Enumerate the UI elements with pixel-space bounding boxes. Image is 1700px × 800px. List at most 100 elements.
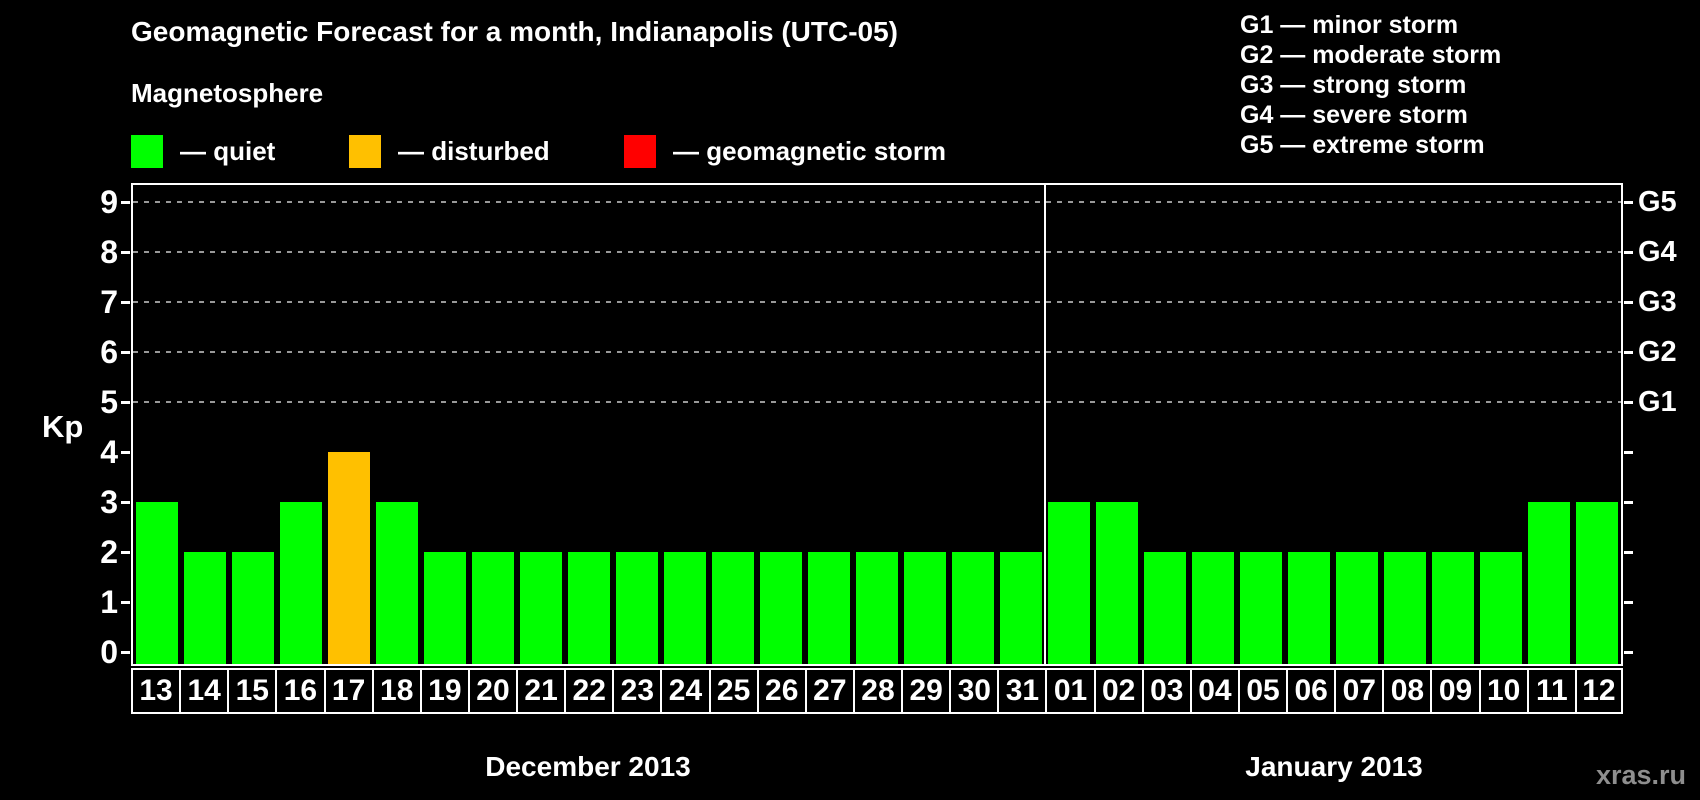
kp-bar-day-28 bbox=[856, 552, 898, 664]
y-tick-label-1: 1 bbox=[100, 584, 118, 620]
kp-bar-day-23 bbox=[616, 552, 658, 664]
gridline-kp7 bbox=[133, 301, 1621, 303]
month-separator-line bbox=[1044, 185, 1046, 664]
day-label-24: 24 bbox=[660, 668, 709, 714]
legend-heading: Magnetosphere bbox=[131, 78, 324, 108]
day-label-23: 23 bbox=[612, 668, 661, 714]
y-tick-left-7 bbox=[121, 301, 130, 304]
kp-bar-day-13 bbox=[136, 502, 178, 664]
kp-bar-day-08 bbox=[1384, 552, 1426, 664]
kp-bar-day-18 bbox=[376, 502, 418, 664]
kp-bar-day-11 bbox=[1528, 502, 1570, 664]
y-tick-label-3: 3 bbox=[100, 484, 118, 520]
day-label-16: 16 bbox=[275, 668, 324, 714]
g-legend-line-g2: G2 — moderate storm bbox=[1240, 41, 1502, 69]
legend-item-disturbed: — disturbed bbox=[349, 134, 550, 168]
day-label-25: 25 bbox=[708, 668, 757, 714]
y-tick-right-8 bbox=[1624, 251, 1633, 254]
plot-area bbox=[131, 183, 1623, 666]
quiet-swatch-icon bbox=[131, 134, 163, 168]
month-label-december: December 2013 bbox=[485, 751, 691, 782]
kp-bar-day-30 bbox=[952, 552, 994, 664]
day-label-20: 20 bbox=[467, 668, 517, 714]
gridline-kp5 bbox=[133, 401, 1621, 403]
kp-bar-day-14 bbox=[184, 552, 226, 664]
kp-bar-day-21 bbox=[520, 552, 562, 664]
kp-bar-day-17 bbox=[328, 452, 370, 664]
day-label-07: 07 bbox=[1334, 668, 1383, 714]
gridline-kp8 bbox=[133, 251, 1621, 253]
kp-bar-day-22 bbox=[568, 552, 610, 664]
y-tick-left-1 bbox=[121, 601, 130, 604]
day-label-05: 05 bbox=[1237, 668, 1287, 714]
day-label-22: 22 bbox=[564, 668, 613, 714]
kp-bar-day-19 bbox=[424, 552, 466, 664]
g-legend-line-g3: G3 — strong storm bbox=[1240, 71, 1467, 99]
y-tick-right-7 bbox=[1624, 301, 1633, 304]
kp-bar-day-24 bbox=[664, 552, 706, 664]
g-scale-legend: G1 — minor storm G2 — moderate storm G3 … bbox=[1240, 10, 1501, 160]
day-label-03: 03 bbox=[1141, 668, 1190, 714]
y-tick-left-0 bbox=[121, 651, 130, 654]
kp-bar-day-26 bbox=[760, 552, 802, 664]
day-label-12: 12 bbox=[1574, 668, 1623, 714]
y-tick-left-2 bbox=[121, 551, 130, 554]
day-label-17: 17 bbox=[323, 668, 372, 714]
day-label-21: 21 bbox=[516, 668, 565, 714]
kp-bar-day-31 bbox=[1000, 552, 1042, 664]
legend-label-disturbed: — disturbed bbox=[398, 135, 550, 166]
kp-bar-day-27 bbox=[808, 552, 850, 664]
g-scale-label-g1: G1 bbox=[1638, 386, 1677, 418]
y-tick-label-2: 2 bbox=[100, 534, 118, 570]
kp-bar-day-16 bbox=[280, 502, 322, 664]
g-scale-label-g5: G5 bbox=[1638, 186, 1677, 218]
y-tick-right-0 bbox=[1624, 651, 1633, 654]
kp-bar-day-10 bbox=[1480, 552, 1522, 664]
legend-label-quiet: — quiet bbox=[180, 135, 276, 166]
kp-bar-day-01 bbox=[1048, 502, 1090, 664]
y-tick-right-6 bbox=[1624, 351, 1633, 354]
y-tick-left-5 bbox=[121, 401, 130, 404]
day-label-08: 08 bbox=[1382, 668, 1431, 714]
g-legend-line-g4: G4 — severe storm bbox=[1240, 101, 1468, 129]
day-label-26: 26 bbox=[756, 668, 805, 714]
legend-item-quiet: — quiet bbox=[131, 134, 275, 168]
y-tick-left-4 bbox=[121, 451, 130, 454]
legend-label-storm: — geomagnetic storm bbox=[673, 135, 947, 166]
y-tick-label-4: 4 bbox=[100, 434, 118, 470]
day-label-14: 14 bbox=[179, 668, 228, 714]
page-title: Geomagnetic Forecast for a month, Indian… bbox=[131, 16, 898, 47]
y-tick-left-3 bbox=[121, 501, 130, 504]
g-legend-line-g5: G5 — extreme storm bbox=[1240, 131, 1485, 159]
y-tick-right-2 bbox=[1624, 551, 1633, 554]
day-label-01: 01 bbox=[1045, 668, 1094, 714]
day-label-06: 06 bbox=[1286, 668, 1335, 714]
day-label-11: 11 bbox=[1526, 668, 1575, 714]
kp-bar-day-29 bbox=[904, 552, 946, 664]
kp-bar-day-04 bbox=[1192, 552, 1234, 664]
kp-bar-day-07 bbox=[1336, 552, 1378, 664]
y-tick-label-8: 8 bbox=[100, 234, 118, 270]
g-scale-label-g3: G3 bbox=[1638, 286, 1677, 318]
y-tick-right-4 bbox=[1624, 451, 1633, 454]
day-label-29: 29 bbox=[901, 668, 950, 714]
y-tick-right-9 bbox=[1624, 201, 1633, 204]
kp-bar-day-25 bbox=[712, 552, 754, 664]
g-scale-label-g2: G2 bbox=[1638, 336, 1677, 368]
y-tick-right-1 bbox=[1624, 601, 1633, 604]
y-tick-label-0: 0 bbox=[100, 634, 118, 670]
kp-bar-day-09 bbox=[1432, 552, 1474, 664]
legend-item-storm: — geomagnetic storm bbox=[624, 134, 946, 168]
y-tick-label-7: 7 bbox=[100, 284, 118, 320]
y-tick-right-5 bbox=[1624, 401, 1633, 404]
disturbed-swatch-icon bbox=[349, 134, 381, 168]
g-scale-label-g4: G4 bbox=[1638, 236, 1677, 268]
kp-bar-day-15 bbox=[232, 552, 274, 664]
kp-bar-day-12 bbox=[1576, 502, 1618, 664]
kp-bar-day-02 bbox=[1096, 502, 1138, 664]
y-tick-label-9: 9 bbox=[100, 184, 118, 220]
y-tick-left-9 bbox=[121, 201, 130, 204]
y-tick-left-6 bbox=[121, 351, 130, 354]
day-label-09: 09 bbox=[1430, 668, 1479, 714]
